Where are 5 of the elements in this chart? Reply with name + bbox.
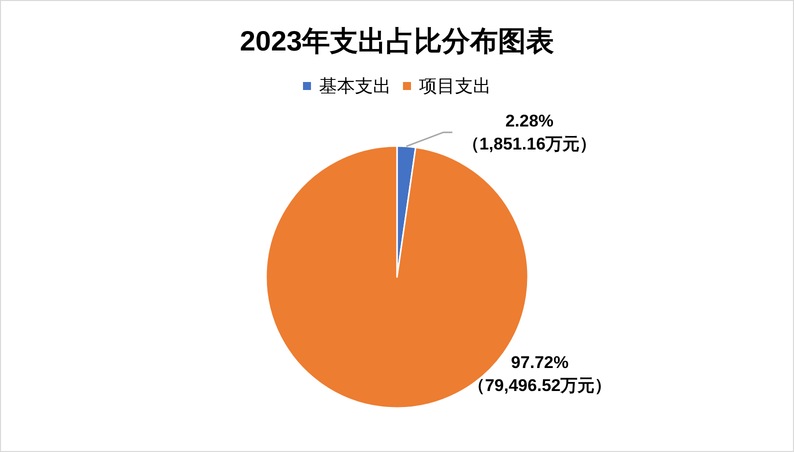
legend-item: 基本支出 xyxy=(303,76,391,96)
legend-label: 基本支出 xyxy=(319,76,391,96)
title: 2023年支出占比分布图表 xyxy=(240,26,554,56)
legend-item: 项目支出 xyxy=(403,76,491,96)
legend-label: 项目支出 xyxy=(419,76,491,96)
